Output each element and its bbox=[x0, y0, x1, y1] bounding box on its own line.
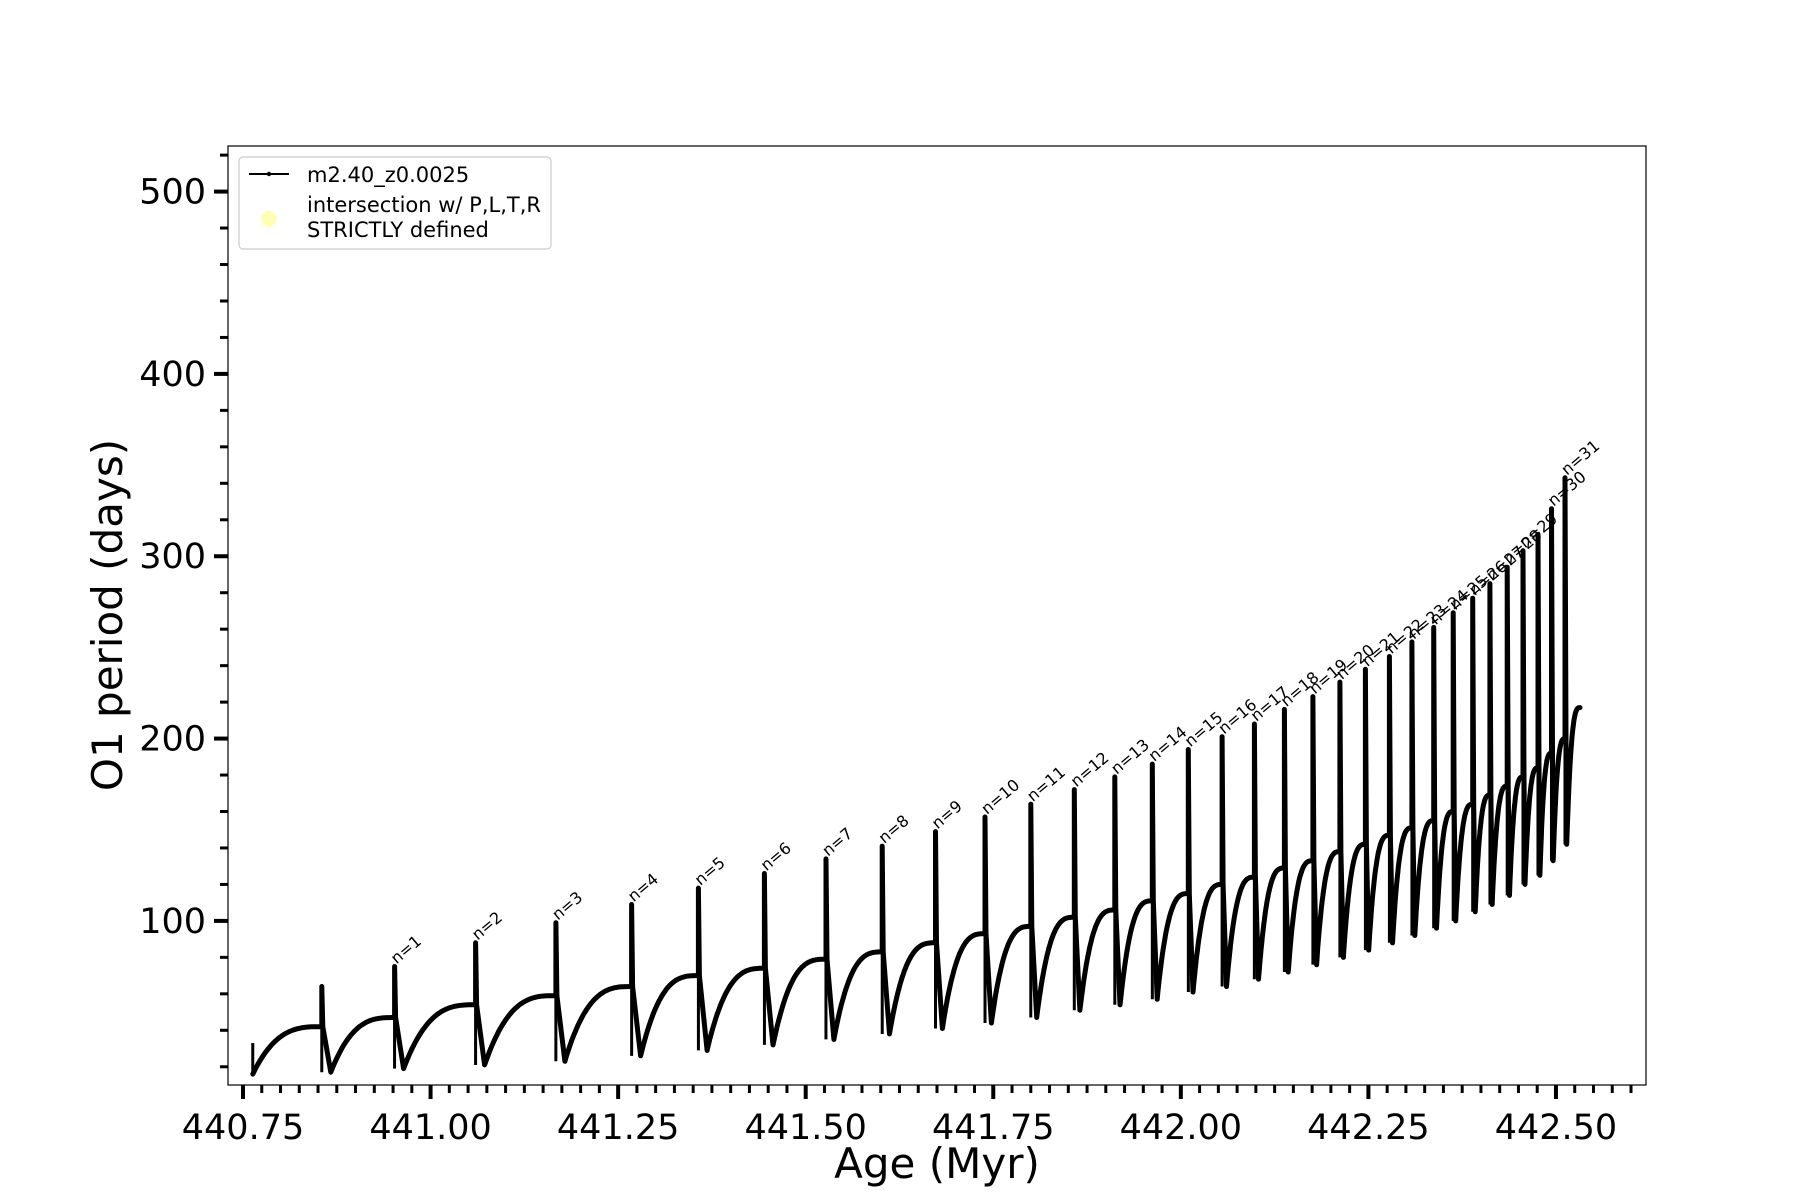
x-tick-label: 441.25 bbox=[557, 1108, 679, 1148]
x-tick-label: 441.75 bbox=[932, 1108, 1054, 1148]
legend-label-intersection-line2: STRICTLY defined bbox=[307, 218, 489, 242]
x-tick-label: 442.25 bbox=[1307, 1108, 1429, 1148]
plot-frame bbox=[227, 145, 1647, 1086]
y-tick-label: 200 bbox=[139, 720, 206, 760]
y-tick-label: 500 bbox=[139, 173, 206, 213]
x-tick-label: 442.00 bbox=[1120, 1108, 1242, 1148]
legend-circle-marker bbox=[261, 211, 277, 227]
y-axis-label: O1 period (days) bbox=[83, 439, 132, 791]
y-tick-label: 300 bbox=[139, 537, 206, 577]
x-axis-label: Age (Myr) bbox=[834, 1139, 1040, 1188]
series-path bbox=[250, 475, 1583, 1077]
series-line bbox=[250, 475, 1583, 1077]
axis-ticks: 440.75 441.00 441.25 441.50 441.75 442.00 442.… bbox=[139, 153, 1633, 1148]
series-layer bbox=[250, 475, 1583, 1077]
legend-box bbox=[238, 156, 552, 250]
legend: m2.40_z0.0025 intersection w/ P,L,T,R ST… bbox=[238, 156, 552, 250]
x-tick-label: 441.00 bbox=[369, 1108, 491, 1148]
x-tick-label: 441.50 bbox=[744, 1108, 866, 1148]
legend-label-series: m2.40_z0.0025 bbox=[307, 163, 469, 188]
x-tick-label: 440.75 bbox=[182, 1108, 304, 1148]
legend-label-intersection-line1: intersection w/ P,L,T,R bbox=[307, 193, 541, 217]
legend-line-dot bbox=[266, 171, 272, 177]
y-tick-label: 400 bbox=[139, 355, 206, 395]
x-tick-label: 442.50 bbox=[1495, 1108, 1617, 1148]
y-tick-label: 100 bbox=[139, 902, 206, 942]
